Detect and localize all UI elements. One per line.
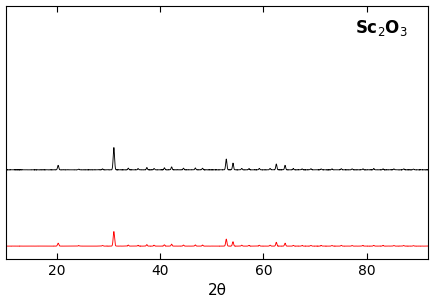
X-axis label: 2θ: 2θ — [207, 283, 227, 299]
Text: Sc$_2$O$_3$: Sc$_2$O$_3$ — [355, 18, 407, 38]
